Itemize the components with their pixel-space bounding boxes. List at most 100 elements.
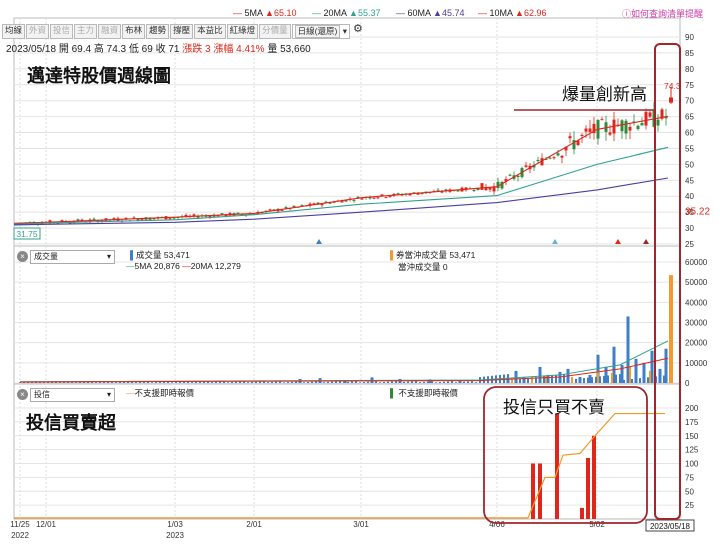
volume-bar xyxy=(135,382,137,383)
candle-body xyxy=(532,164,536,168)
volume-bar xyxy=(551,375,553,383)
volume-bar xyxy=(267,382,269,383)
volume-bar xyxy=(607,375,609,383)
left-value-label: 31.75 xyxy=(16,229,38,239)
candle-body xyxy=(636,125,640,130)
gear-icon[interactable]: ⚙ xyxy=(352,23,363,35)
toolbar-button-support[interactable]: 撐壓 xyxy=(170,24,194,39)
daytrade-bar xyxy=(545,375,547,383)
trust-bar xyxy=(592,435,596,519)
volume-bar xyxy=(514,370,518,383)
volume-bar xyxy=(79,382,81,383)
toolbar-button-bollinger[interactable]: 布林 xyxy=(122,24,146,39)
toolbar-button-pe[interactable]: 本益比 xyxy=(194,24,226,39)
volume-bar xyxy=(546,374,550,383)
candle-body xyxy=(360,198,364,200)
candle-body xyxy=(588,128,592,132)
high-volume-annotation: 爆量創新高 xyxy=(562,85,647,104)
x-tick-label: 5/02 xyxy=(589,520,605,529)
price-tick-label: 40 xyxy=(685,192,694,201)
trust-bar xyxy=(538,463,542,519)
event-marker xyxy=(552,239,558,244)
toolbar-button-light[interactable]: 紅綠燈 xyxy=(226,24,259,39)
volume-bars xyxy=(19,275,673,383)
volume-bar xyxy=(419,382,421,383)
candle-body xyxy=(136,218,140,221)
volume-bar xyxy=(243,381,245,383)
trust-tick-label: 100 xyxy=(685,460,699,469)
volume-tick-label: 0 xyxy=(685,379,690,388)
volume-bar xyxy=(367,381,369,383)
toolbar-button-foreign[interactable]: 外資 xyxy=(26,24,50,39)
volume-bar xyxy=(634,358,638,383)
toolbar-button-margin[interactable]: 融資 xyxy=(98,24,122,39)
trust-tick-label: 75 xyxy=(685,473,694,482)
candle-body xyxy=(168,218,172,220)
volume-bar xyxy=(435,382,437,383)
volume-bar xyxy=(175,381,177,383)
candle-body xyxy=(544,158,548,160)
candle-body xyxy=(476,187,480,191)
candle-body xyxy=(388,196,392,198)
candle-body xyxy=(372,197,376,199)
candle-body xyxy=(508,174,512,176)
candle-body xyxy=(196,216,200,218)
toolbar-button-trend[interactable]: 趨勢 xyxy=(146,24,170,39)
volume-bar xyxy=(183,381,185,383)
candle-body xyxy=(420,193,424,195)
toolbar-button-ma[interactable]: 均線 xyxy=(2,24,26,39)
volume-bar xyxy=(327,381,329,383)
toolbar-button-main[interactable]: 主力 xyxy=(74,24,98,39)
volume-bar xyxy=(99,381,101,383)
volume-bar xyxy=(43,381,45,383)
candle-body xyxy=(292,205,296,208)
trust-indicator-select[interactable]: × 投信 ▾ xyxy=(17,388,115,402)
price-tick-label: 65 xyxy=(685,113,694,122)
candle-body xyxy=(236,212,240,214)
volume-bar xyxy=(639,378,641,383)
ma-line-20ma xyxy=(13,146,669,225)
volume-bar xyxy=(39,382,41,383)
volume-bar xyxy=(75,382,77,383)
period-select[interactable]: 日線(還原) ▾ xyxy=(291,24,350,39)
toolbar-button-volume-price[interactable]: 分價量 xyxy=(259,24,291,39)
volume-bar xyxy=(239,381,241,383)
quote-info: 2023/05/18 開 69.4 高 74.3 低 69 收 71 漲跌 3 … xyxy=(6,44,311,55)
trust-legend-right: ▌ 不支援即時報價 xyxy=(390,388,458,398)
candle-body xyxy=(656,119,660,126)
candle-body xyxy=(648,112,652,117)
volume-bar xyxy=(151,382,153,383)
daytrade-legend: ▌券當沖成交量 53,471 xyxy=(390,250,476,260)
candle-body xyxy=(628,126,632,131)
lock-hint[interactable]: ⓘ如何查詢清單提醒 xyxy=(622,9,704,19)
volume-bar xyxy=(620,364,624,383)
candle-body xyxy=(560,155,564,158)
candle-body xyxy=(340,200,344,203)
volume-bar xyxy=(283,382,285,383)
volume-ma20-line xyxy=(19,357,669,383)
candle-body xyxy=(660,109,664,119)
candle-body xyxy=(380,194,384,196)
volume-bar xyxy=(558,371,562,383)
trust-cumulative-line xyxy=(14,412,665,519)
candle-body xyxy=(192,214,196,217)
trust-tick-label: 50 xyxy=(685,487,694,496)
candle-body xyxy=(240,214,244,216)
volume-bar xyxy=(619,374,621,383)
volume-bar xyxy=(555,374,557,383)
volume-bar xyxy=(207,380,209,383)
volume-bar xyxy=(595,376,597,383)
volume-tick-label: 10000 xyxy=(685,359,708,368)
volume-bar xyxy=(103,381,105,383)
price-tick-label: 45 xyxy=(685,176,694,185)
candle-body xyxy=(568,136,572,139)
volume-indicator-select[interactable]: × 成交量 ▾ xyxy=(17,250,115,264)
volume-bar xyxy=(471,381,473,383)
candle-body xyxy=(284,207,288,209)
candle-body xyxy=(100,220,104,222)
candle-body xyxy=(504,179,508,182)
price-tick-label: 90 xyxy=(685,33,694,42)
price-tick-label: 35 xyxy=(685,208,694,217)
toolbar-button-trust[interactable]: 投信 xyxy=(50,24,74,39)
candle-body xyxy=(604,122,608,132)
